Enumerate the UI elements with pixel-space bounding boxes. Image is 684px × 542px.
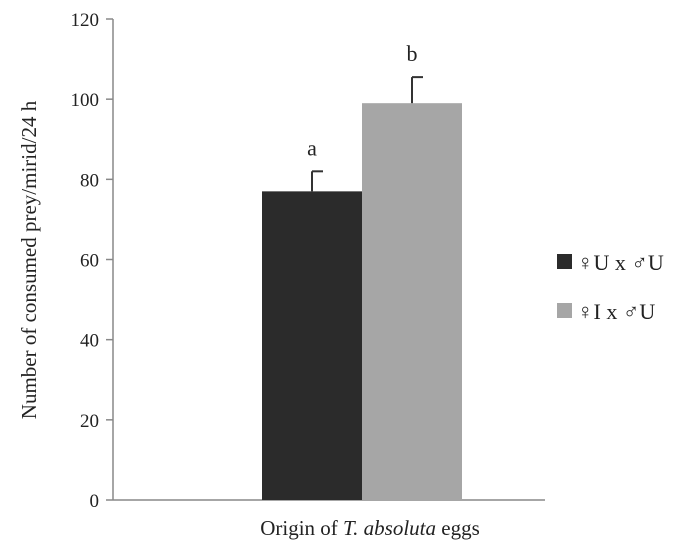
x-axis-title-italic: T. absoluta (343, 516, 436, 540)
y-tick-label: 120 (71, 10, 100, 31)
y-tick-label: 100 (71, 90, 100, 111)
bar (362, 103, 462, 501)
legend-swatch (557, 254, 572, 269)
y-tick-label: 0 (90, 491, 100, 512)
legend-label: ♀I x ♂U (577, 299, 655, 324)
legend-swatch (557, 303, 572, 318)
significance-letter: a (307, 135, 317, 160)
x-axis-title-suffix: eggs (436, 516, 480, 540)
bar (262, 191, 362, 500)
legend-label: ♀U x ♂U (577, 250, 664, 275)
y-axis-title: Number of consumed prey/mirid/24 h (17, 100, 41, 419)
y-tick-label: 20 (80, 411, 99, 432)
x-axis-title: Origin of T. absoluta eggs (260, 516, 480, 540)
x-axis-title-prefix: Origin of (260, 516, 343, 540)
bars: ab (262, 41, 462, 501)
y-tick-label: 60 (80, 251, 99, 272)
significance-letter: b (407, 41, 418, 66)
legend: ♀U x ♂U ♀I x ♂U (557, 250, 664, 324)
y-axis-ticks: 0 20 40 60 80 100 120 (71, 10, 113, 512)
y-tick-label: 40 (80, 331, 99, 352)
y-tick-label: 80 (80, 170, 99, 191)
